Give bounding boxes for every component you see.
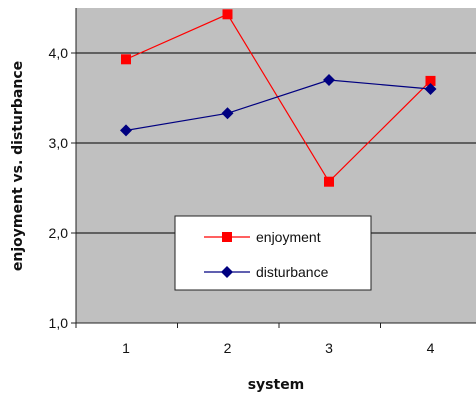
x-tick-label: 1 (122, 340, 130, 356)
legend-marker-disturbance (221, 266, 233, 278)
y-ticks: 1,0 2,0 3,0 4,0 (49, 45, 76, 331)
y-tick-label: 2,0 (49, 225, 69, 241)
x-tick-label: 2 (224, 340, 232, 356)
point-disturbance (221, 107, 234, 120)
series-layer (120, 9, 437, 187)
y-tick-label: 4,0 (49, 45, 69, 61)
legend-label-enjoyment: enjoyment (256, 229, 321, 245)
point-disturbance (323, 74, 335, 86)
point-disturbance (120, 124, 132, 137)
point-enjoyment (222, 9, 233, 20)
legend-box (174, 215, 372, 291)
y-tick-label: 3,0 (49, 135, 69, 151)
legend: enjoyment disturbance (174, 215, 372, 291)
legend-marker-enjoyment (222, 232, 232, 242)
x-tick-label: 3 (325, 340, 333, 356)
x-tick-label: 4 (427, 340, 435, 356)
point-enjoyment (324, 176, 334, 187)
point-enjoyment (425, 75, 436, 86)
point-disturbance (424, 83, 437, 95)
x-ticks: 1 2 3 4 (75, 323, 435, 356)
series-line-enjoyment (125, 13, 431, 183)
point-enjoyment (121, 54, 131, 65)
y-tick-label: 1,0 (49, 315, 69, 331)
legend-label-disturbance: disturbance (256, 264, 329, 280)
y-axis-title: enjoyment vs. disturbance (10, 61, 26, 271)
x-axis-title: system (248, 377, 305, 393)
series-line-disturbance (125, 79, 431, 131)
